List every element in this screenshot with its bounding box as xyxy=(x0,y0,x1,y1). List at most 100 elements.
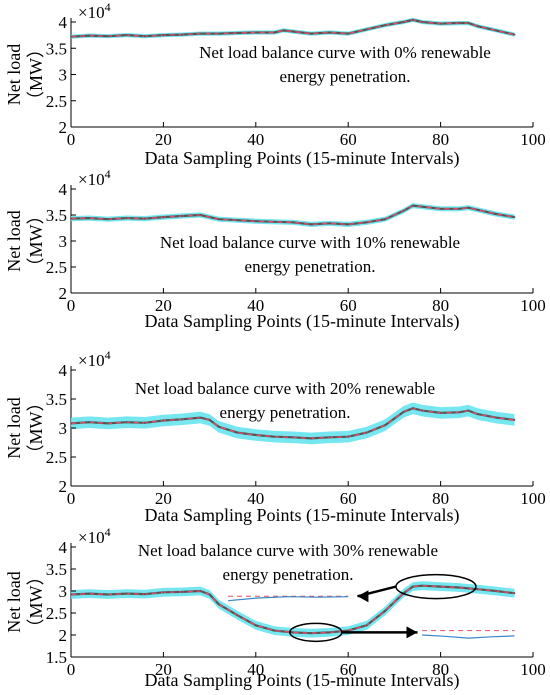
inset-series-line xyxy=(422,634,515,639)
data-point xyxy=(476,588,479,591)
y-tick-label: 3 xyxy=(59,66,68,85)
data-point xyxy=(291,631,294,634)
data-point xyxy=(310,632,313,635)
data-point xyxy=(291,436,294,439)
x-tick-label: 0 xyxy=(67,489,76,508)
x-tick-label: 40 xyxy=(247,130,264,149)
y-tick-label: 3.5 xyxy=(46,206,67,225)
data-point xyxy=(365,624,368,627)
data-point xyxy=(144,35,146,38)
data-point xyxy=(199,590,202,592)
data-point xyxy=(208,419,211,421)
y-multiplier: ×104 xyxy=(78,167,111,189)
data-point xyxy=(347,223,350,226)
y-axis-label: Net load xyxy=(4,571,24,632)
y-tick-label: 3 xyxy=(59,419,68,438)
data-point xyxy=(70,422,72,425)
y-axis-label: Net load xyxy=(4,44,24,105)
data-point xyxy=(421,409,423,412)
y-tick-label: 2 xyxy=(59,626,68,645)
series-line-dashed xyxy=(70,407,515,440)
data-point xyxy=(412,19,414,21)
annotation-line-2: energy penetration. xyxy=(245,257,376,276)
y-tick-label: 2 xyxy=(59,477,68,496)
data-point xyxy=(412,585,414,588)
data-point xyxy=(384,218,387,221)
x-tick-label: 80 xyxy=(432,489,449,508)
y-axis-unit: （MW） xyxy=(26,207,46,276)
data-point xyxy=(495,29,497,32)
data-point xyxy=(162,34,165,36)
data-point xyxy=(458,22,460,24)
data-point xyxy=(199,32,202,35)
y-multiplier-base: ×10 xyxy=(78,170,105,189)
data-point xyxy=(217,218,220,221)
data-point xyxy=(291,30,294,33)
data-point xyxy=(144,421,146,424)
data-point xyxy=(291,221,294,224)
y-tick-label: 3.5 xyxy=(46,560,67,579)
annotation-line-1: Net load balance curve with 30% renewabl… xyxy=(138,541,438,560)
data-point xyxy=(88,217,91,220)
y-tick-label: 2.5 xyxy=(46,258,67,277)
data-point xyxy=(347,435,350,438)
data-point xyxy=(513,33,516,36)
callout-arrowhead xyxy=(357,590,369,603)
data-point xyxy=(273,31,276,34)
x-tick-label: 100 xyxy=(520,489,546,508)
data-point xyxy=(273,220,276,223)
data-point xyxy=(125,34,128,36)
data-point xyxy=(328,436,331,439)
y-tick-label: 2 xyxy=(59,118,68,137)
data-point xyxy=(199,416,202,419)
data-point xyxy=(107,422,109,425)
data-point xyxy=(458,586,460,589)
data-point xyxy=(513,216,516,219)
y-multiplier-base: ×10 xyxy=(78,528,105,547)
x-axis-label: Data Sampling Points (15-minute Interval… xyxy=(145,148,460,169)
x-tick-label: 60 xyxy=(340,489,357,508)
data-point xyxy=(70,593,72,596)
data-point xyxy=(384,24,387,27)
data-point xyxy=(236,219,239,222)
data-point xyxy=(365,28,368,31)
data-point xyxy=(439,412,442,414)
data-point xyxy=(476,208,479,211)
data-point xyxy=(254,624,257,627)
data-point xyxy=(476,413,479,415)
y-axis-label: Net load xyxy=(4,397,24,458)
data-point xyxy=(70,35,72,38)
data-point xyxy=(402,21,405,23)
data-point xyxy=(467,22,470,24)
data-point xyxy=(107,218,109,221)
data-point xyxy=(495,213,497,215)
y-tick-label: 3.5 xyxy=(46,39,67,58)
data-point xyxy=(217,32,220,35)
y-tick-label: 2.5 xyxy=(46,604,67,623)
data-point xyxy=(125,217,128,220)
annotation-line-2: energy penetration. xyxy=(223,565,354,584)
annotation-line-1: Net load balance curve with 10% renewabl… xyxy=(160,233,460,252)
data-point xyxy=(328,31,331,34)
data-point xyxy=(439,22,442,25)
y-multiplier: ×104 xyxy=(78,0,111,22)
x-tick-label: 100 xyxy=(520,660,546,679)
annotation-line-2: energy penetration. xyxy=(220,403,351,422)
data-point xyxy=(199,214,202,216)
y-axis-label: Net load xyxy=(4,210,24,271)
x-tick-label: 80 xyxy=(432,296,449,315)
data-point xyxy=(282,29,285,32)
x-tick-label: 60 xyxy=(340,130,357,149)
data-point xyxy=(125,421,128,424)
y-multiplier: ×104 xyxy=(78,525,111,547)
data-point xyxy=(208,593,211,596)
data-point xyxy=(513,419,516,421)
x-tick-label: 80 xyxy=(432,660,449,679)
y-tick-label: 3 xyxy=(59,232,68,251)
data-point xyxy=(412,407,414,410)
data-point xyxy=(107,593,109,596)
uncertainty-band xyxy=(71,581,515,638)
data-point xyxy=(310,223,313,226)
